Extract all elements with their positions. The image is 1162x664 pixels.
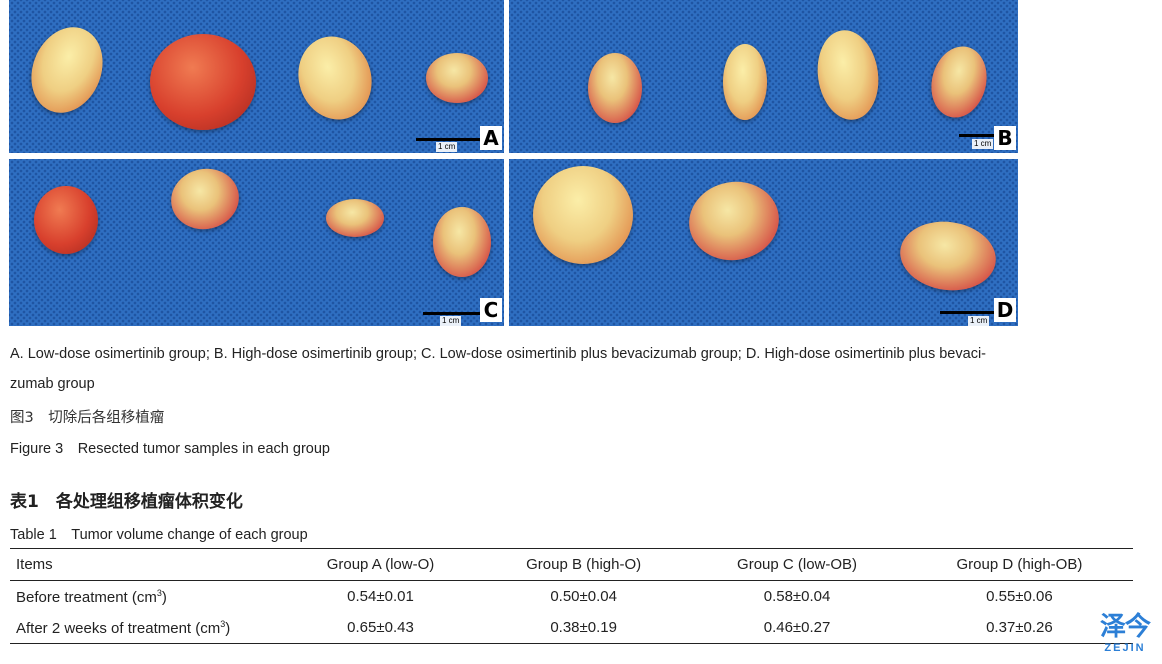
tumor-sample xyxy=(812,26,884,124)
scale-label: 1 cm xyxy=(440,316,462,326)
figure-caption-cn: 图3 切除后各组移植瘤 xyxy=(10,410,165,426)
tumor-sample xyxy=(682,174,786,268)
scale-label: 1 cm xyxy=(972,139,994,149)
row-label-end: ) xyxy=(225,619,231,637)
figure-panel-a: 1 cm A xyxy=(9,0,504,153)
table-header-row: Items Group A (low-O) Group B (high-O) G… xyxy=(10,548,1133,581)
tumor-sample xyxy=(326,199,384,237)
figure-panel-b: 1 cm B xyxy=(509,0,1018,153)
tumor-sample xyxy=(924,40,994,124)
scale-bar xyxy=(423,312,483,315)
figure-panel-d: 1 cm D xyxy=(509,159,1018,326)
scale-label: 1 cm xyxy=(968,316,990,326)
panel-letter: B xyxy=(994,126,1016,150)
table-cell: 0.55±0.06 xyxy=(986,588,1053,605)
table-cell: 0.65±0.43 xyxy=(347,619,414,636)
tumor-sample xyxy=(18,16,116,124)
table-header-cell: Group C (low-OB) xyxy=(737,556,858,573)
tumor-sample xyxy=(34,186,98,254)
tumor-sample xyxy=(723,44,767,120)
scale-bar xyxy=(416,138,486,141)
tumor-sample xyxy=(150,34,256,130)
row-label-text: After 2 weeks of treatment (cm xyxy=(16,619,221,637)
logo-en-text: ZEJIN xyxy=(1104,642,1146,654)
panel-letter: D xyxy=(994,298,1016,322)
figure-caption-en: Figure 3 Resected tumor samples in each … xyxy=(10,441,330,457)
scale-bar xyxy=(940,311,996,314)
tumor-sample xyxy=(433,207,491,277)
scale-bar xyxy=(959,134,999,137)
unit-superscript: 3 xyxy=(156,587,162,598)
logo-cn-text: 泽今 xyxy=(1099,612,1151,642)
table-cell: 0.38±0.19 xyxy=(550,619,617,636)
unit-superscript: 3 xyxy=(220,618,226,629)
row-label: Before treatment (cm3) xyxy=(10,581,282,613)
table-cell: 0.50±0.04 xyxy=(550,588,617,605)
row-label-text: Before treatment (cm xyxy=(16,588,157,606)
table-header-cell: Group A (low-O) xyxy=(326,556,435,573)
table-header-cell: Group B (high-O) xyxy=(526,556,642,573)
tumor-sample xyxy=(287,26,383,130)
row-label-end: ) xyxy=(161,588,167,606)
table-cell: 0.37±0.26 xyxy=(986,619,1053,636)
tumor-sample xyxy=(533,166,633,264)
table-cell: 0.46±0.27 xyxy=(763,619,831,636)
table-header-cell: Group D (high-OB) xyxy=(956,556,1083,573)
table-title-cn: 表1 各处理组移植瘤体积变化 xyxy=(10,492,243,512)
tumor-sample xyxy=(165,162,245,236)
table-row: Before treatment (cm3) 0.54±0.01 0.50±0.… xyxy=(10,581,1133,613)
figure-legend-line-1: A. Low-dose osimertinib group; B. High-d… xyxy=(10,346,986,362)
tumor-sample xyxy=(426,53,488,103)
table-cell: 0.58±0.04 xyxy=(763,588,831,605)
zejin-logo: 泽今 ZEJIN xyxy=(1093,612,1157,660)
table-header-cell: Items xyxy=(16,556,53,573)
panel-letter: A xyxy=(480,126,502,150)
scale-label: 1 cm xyxy=(436,142,458,152)
tumor-sample xyxy=(895,215,1001,297)
table-title-en: Table 1 Tumor volume change of each grou… xyxy=(10,527,308,543)
figure-panel-c: 1 cm C xyxy=(9,159,504,326)
table-row: After 2 weeks of treatment (cm3) 0.65±0.… xyxy=(10,612,1133,644)
volume-table: Items Group A (low-O) Group B (high-O) G… xyxy=(10,548,1133,644)
figure-legend-line-2: zumab group xyxy=(10,376,95,392)
row-label: After 2 weeks of treatment (cm3) xyxy=(10,612,282,644)
tumor-sample xyxy=(588,53,642,123)
panel-letter: C xyxy=(480,298,502,322)
table-cell: 0.54±0.01 xyxy=(347,588,414,605)
